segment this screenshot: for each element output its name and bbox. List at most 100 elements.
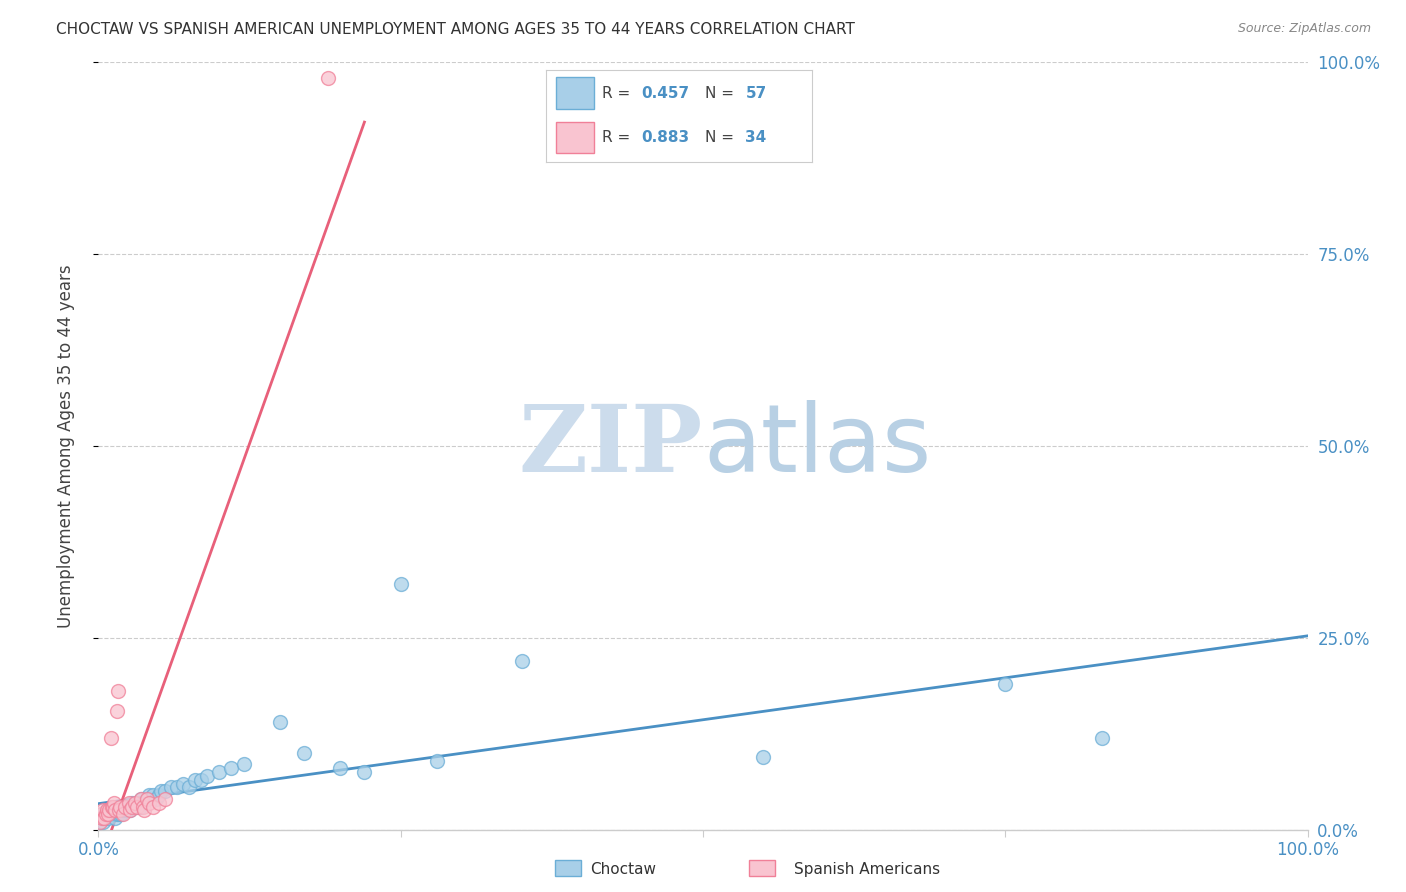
Point bbox=[153, 792, 176, 806]
Text: Choctaw: Choctaw bbox=[591, 863, 657, 877]
Point bbox=[97, 811, 120, 825]
FancyBboxPatch shape bbox=[555, 860, 581, 876]
Point bbox=[316, 70, 339, 85]
Point bbox=[108, 807, 131, 822]
Point bbox=[124, 799, 146, 814]
Point bbox=[108, 804, 131, 818]
Point bbox=[353, 765, 375, 780]
Point bbox=[114, 799, 136, 814]
Point bbox=[100, 731, 122, 745]
Point bbox=[91, 811, 114, 825]
Point bbox=[426, 754, 449, 768]
Point bbox=[145, 792, 167, 806]
Point bbox=[153, 784, 176, 798]
Point bbox=[269, 715, 291, 730]
Point bbox=[117, 804, 139, 818]
Y-axis label: Unemployment Among Ages 35 to 44 years: Unemployment Among Ages 35 to 44 years bbox=[56, 264, 75, 628]
Point bbox=[107, 804, 129, 818]
Point bbox=[138, 796, 160, 810]
Point bbox=[134, 804, 156, 818]
Point bbox=[195, 769, 218, 783]
Point bbox=[127, 799, 149, 814]
Point bbox=[98, 807, 121, 822]
Point bbox=[118, 804, 141, 818]
Text: Source: ZipAtlas.com: Source: ZipAtlas.com bbox=[1237, 22, 1371, 36]
Point bbox=[110, 807, 132, 822]
Point bbox=[103, 796, 125, 810]
Point bbox=[118, 804, 141, 818]
Point bbox=[389, 577, 412, 591]
Point bbox=[90, 811, 112, 825]
Point bbox=[100, 799, 122, 814]
Point bbox=[96, 804, 118, 818]
Text: Spanish Americans: Spanish Americans bbox=[794, 863, 941, 877]
Point bbox=[150, 784, 173, 798]
Point bbox=[994, 677, 1017, 691]
Point bbox=[91, 804, 114, 818]
Point bbox=[124, 796, 146, 810]
Point bbox=[329, 761, 352, 775]
Point bbox=[107, 684, 129, 698]
Point bbox=[172, 776, 194, 790]
Point bbox=[160, 780, 183, 795]
Point bbox=[104, 804, 127, 818]
Point bbox=[98, 804, 121, 818]
Point bbox=[96, 804, 118, 818]
Point bbox=[148, 796, 170, 810]
Point bbox=[105, 807, 128, 822]
Point bbox=[148, 788, 170, 802]
Point bbox=[103, 804, 125, 818]
Point bbox=[89, 814, 111, 829]
Point bbox=[114, 799, 136, 814]
Point bbox=[108, 804, 131, 818]
Point bbox=[93, 811, 115, 825]
Point bbox=[91, 814, 114, 829]
Point bbox=[108, 799, 131, 814]
Point bbox=[101, 799, 124, 814]
Point bbox=[129, 792, 152, 806]
Point bbox=[105, 704, 128, 718]
Point bbox=[232, 757, 254, 772]
Point bbox=[132, 799, 155, 814]
Point bbox=[752, 749, 775, 764]
Point bbox=[121, 796, 143, 810]
Point bbox=[142, 788, 165, 802]
Point bbox=[128, 799, 150, 814]
Point bbox=[91, 807, 114, 822]
Point bbox=[118, 799, 141, 814]
Text: ZIP: ZIP bbox=[519, 401, 703, 491]
Point bbox=[190, 772, 212, 787]
Point bbox=[208, 765, 231, 780]
Point bbox=[179, 780, 201, 795]
Text: CHOCTAW VS SPANISH AMERICAN UNEMPLOYMENT AMONG AGES 35 TO 44 YEARS CORRELATION C: CHOCTAW VS SPANISH AMERICAN UNEMPLOYMENT… bbox=[56, 22, 855, 37]
Point bbox=[100, 807, 122, 822]
Point bbox=[111, 804, 134, 818]
Point bbox=[101, 807, 124, 822]
Point bbox=[184, 772, 207, 787]
Point bbox=[90, 807, 112, 822]
Point bbox=[104, 811, 127, 825]
Point bbox=[121, 799, 143, 814]
Point bbox=[135, 792, 157, 806]
Point bbox=[142, 799, 165, 814]
Point bbox=[97, 807, 120, 822]
Point bbox=[135, 792, 157, 806]
Point bbox=[166, 780, 188, 795]
Point bbox=[127, 796, 149, 810]
Point bbox=[89, 814, 111, 829]
Point bbox=[129, 792, 152, 806]
Point bbox=[292, 746, 315, 760]
Point bbox=[94, 807, 117, 822]
Point bbox=[100, 804, 122, 818]
Point bbox=[1091, 731, 1114, 745]
Point bbox=[510, 654, 533, 668]
Point bbox=[132, 796, 155, 810]
FancyBboxPatch shape bbox=[749, 860, 775, 876]
Point bbox=[94, 807, 117, 822]
Point bbox=[118, 796, 141, 810]
Point bbox=[138, 788, 160, 802]
Point bbox=[111, 807, 134, 822]
Point bbox=[93, 811, 115, 825]
Text: atlas: atlas bbox=[703, 400, 931, 492]
Point bbox=[221, 761, 243, 775]
